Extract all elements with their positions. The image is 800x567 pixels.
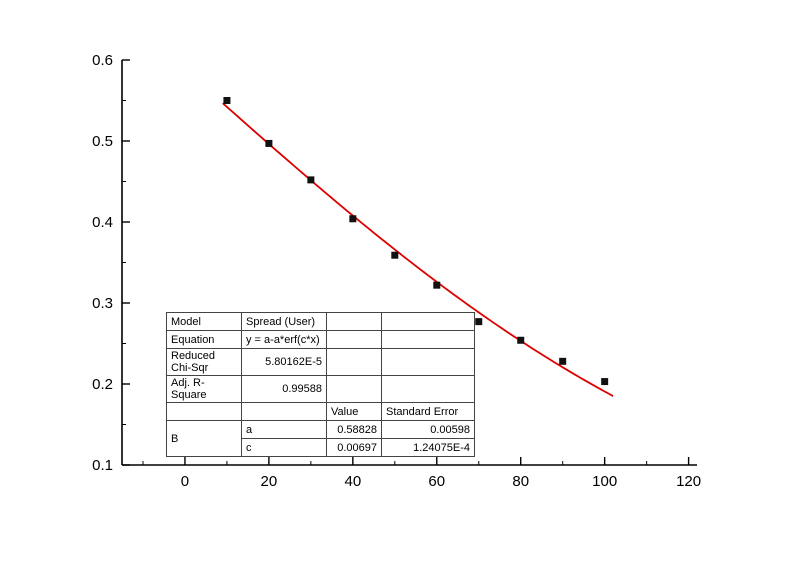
table-row-equation: Equation y = a-a*erf(c*x): [166, 330, 475, 349]
y-tick-label: 0.6: [92, 52, 113, 69]
x-tick-label: 40: [344, 473, 361, 490]
y-tick-label: 0.3: [92, 295, 113, 312]
value-header-cell: Value: [326, 402, 382, 421]
empty-cell: [326, 348, 382, 376]
empty-cell: [326, 330, 382, 349]
data-point: [433, 281, 441, 289]
adj-rsquare-value-cell: 0.99588: [241, 375, 327, 403]
empty-cell: [241, 402, 327, 421]
data-point: [517, 336, 525, 344]
param-group-cell: B: [166, 420, 242, 457]
y-tick-label: 0.5: [92, 133, 113, 150]
reduced-chisqr-value-cell: 5.80162E-5: [241, 348, 327, 376]
empty-cell: [381, 330, 475, 349]
table-row-adj-rsquare: Adj. R-Square 0.99588: [166, 375, 475, 403]
x-tick-label: 80: [512, 473, 529, 490]
data-point: [223, 97, 231, 104]
param-c-value-cell: 0.00697: [326, 438, 382, 457]
empty-cell: [381, 348, 475, 376]
param-a-value-cell: 0.58828: [326, 420, 382, 439]
adj-rsquare-label-cell: Adj. R-Square: [166, 375, 242, 403]
empty-cell: [326, 312, 382, 331]
empty-cell: [381, 312, 475, 331]
fit-results-grid: Model Spread (User) Equation y = a-a*erf…: [166, 312, 475, 457]
data-point: [391, 251, 399, 259]
data-point: [265, 139, 273, 147]
data-point: [349, 215, 357, 223]
table-row-param-a: B a 0.58828 0.00598: [166, 420, 475, 457]
fit-results-table: Model Spread (User) Equation y = a-a*erf…: [166, 312, 475, 457]
param-a-name-cell: a: [241, 420, 327, 439]
param-a-stderr-cell: 0.00598: [381, 420, 475, 439]
table-row-reduced-chisqr: Reduced Chi-Sqr 5.80162E-5: [166, 348, 475, 376]
model-value-cell: Spread (User): [241, 312, 327, 331]
data-point: [601, 378, 609, 386]
x-tick-label: 0: [181, 473, 189, 490]
std-error-header-cell: Standard Error: [381, 402, 475, 421]
y-tick-label: 0.1: [92, 457, 113, 474]
table-row-param-c: c 0.00697 1.24075E-4: [167, 438, 475, 457]
x-tick-label: 20: [261, 473, 278, 490]
data-point: [559, 357, 567, 365]
param-c-name-cell: c: [241, 438, 327, 457]
empty-cell: [326, 375, 382, 403]
x-tick-label: 100: [592, 473, 617, 490]
data-point: [307, 176, 315, 184]
x-tick-label: 120: [676, 473, 701, 490]
empty-cell: [166, 402, 242, 421]
y-tick-label: 0.4: [92, 214, 113, 231]
data-point: [475, 318, 483, 326]
model-label-cell: Model: [166, 312, 242, 331]
param-c-stderr-cell: 1.24075E-4: [381, 438, 475, 457]
equation-label-cell: Equation: [166, 330, 242, 349]
empty-cell: [381, 375, 475, 403]
fit-curve: [222, 102, 614, 397]
x-tick-label: 60: [428, 473, 445, 490]
table-row-model: Model Spread (User): [166, 312, 475, 331]
reduced-chisqr-label-cell: Reduced Chi-Sqr: [166, 348, 242, 376]
table-row-param-header: Value Standard Error: [166, 402, 475, 421]
equation-value-cell: y = a-a*erf(c*x): [241, 330, 327, 349]
y-tick-label: 0.2: [92, 376, 113, 393]
